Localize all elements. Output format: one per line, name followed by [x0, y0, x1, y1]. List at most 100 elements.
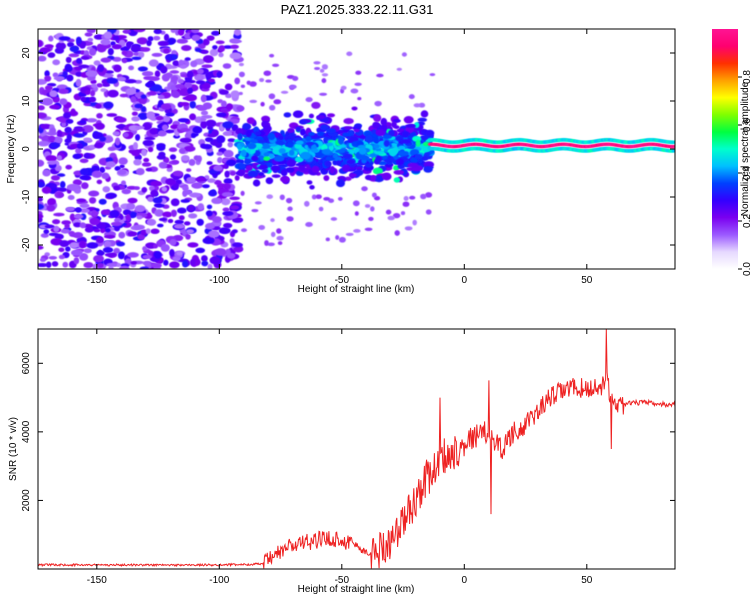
snr-line [37, 328, 676, 569]
heatmap-cell [169, 239, 177, 246]
heatmap-cell [45, 261, 52, 268]
heatmap-cell [261, 115, 271, 122]
heatmap-cell [169, 70, 180, 74]
heatmap-cell [136, 215, 143, 220]
heatmap-cell [286, 139, 293, 144]
heatmap-cell [230, 170, 236, 176]
heatmap-cell [354, 169, 364, 176]
heatmap-cell [58, 247, 65, 253]
y-tick-label: 6000 [21, 352, 32, 375]
heatmap-cell [185, 94, 197, 102]
heatmap-cell [247, 142, 257, 150]
heatmap-cell [308, 131, 315, 136]
heatmap-cell [87, 37, 94, 42]
heatmap-cell [38, 55, 47, 62]
heatmap-cell [69, 45, 80, 53]
heatmap-cell [280, 90, 289, 94]
heatmap-cell [68, 53, 80, 58]
heatmap-cell [208, 230, 220, 238]
heatmap-cell [73, 214, 84, 219]
heatmap-cell [167, 65, 178, 69]
heatmap-cell [207, 133, 217, 138]
heatmap-cell [246, 80, 251, 85]
heatmap-cell [298, 163, 306, 171]
heatmap-cell [134, 186, 140, 191]
heatmap-cell [235, 171, 245, 176]
heatmap-cell [65, 118, 74, 124]
heatmap-cell [44, 70, 50, 78]
heatmap-cell [197, 203, 205, 211]
heatmap-cell [86, 118, 98, 123]
heatmap-cell [404, 226, 413, 231]
heatmap-cell [114, 224, 121, 232]
heatmap-cell [172, 176, 180, 181]
heatmap-cell [368, 216, 374, 221]
heatmap-cell [671, 149, 675, 153]
heatmap-x-ticks: -150 -100 -50 0 50 [87, 29, 593, 286]
heatmap-cell [338, 236, 346, 243]
heatmap-cell [256, 139, 267, 144]
heatmap-cell [130, 260, 138, 265]
snr-y-ticks: 2000 4000 6000 [21, 352, 675, 512]
heatmap-cell [38, 181, 46, 188]
heatmap-cell [44, 224, 55, 229]
heatmap-cell [94, 103, 102, 109]
heatmap-cell [183, 145, 196, 152]
heatmap-cell [167, 218, 174, 224]
heatmap-cell [135, 125, 145, 130]
heatmap-cell [315, 194, 322, 200]
heatmap-cell [51, 261, 59, 267]
heatmap-cell [153, 243, 159, 249]
heatmap-cell [272, 63, 280, 67]
heatmap-cell [401, 52, 407, 57]
heatmap-cell [287, 127, 295, 134]
heatmap-cell [160, 65, 168, 74]
heatmap-cell [189, 100, 197, 109]
heatmap-cell [230, 44, 239, 50]
heatmap-cell [204, 137, 214, 143]
heatmap-cell [188, 158, 196, 166]
heatmap-cell [148, 76, 160, 82]
heatmap-cell [227, 141, 234, 148]
heatmap-cell [38, 203, 45, 210]
heatmap-cell [251, 155, 259, 162]
heatmap-cell [208, 78, 215, 83]
heatmap-cell [261, 168, 269, 174]
heatmap-cell [286, 142, 294, 148]
heatmap-cell [75, 78, 82, 87]
y-tick-label: 0 [21, 146, 32, 152]
y-tick-label: -20 [21, 237, 32, 252]
heatmap-cell [171, 49, 177, 56]
heatmap-cell [287, 206, 293, 212]
heatmap-cell [323, 196, 331, 201]
heatmap-cell [215, 112, 227, 118]
heatmap-cell [380, 117, 388, 126]
heatmap-cell [420, 193, 427, 200]
heatmap-cell [154, 70, 161, 78]
heatmap-cell [240, 190, 245, 196]
heatmap-cell [417, 117, 428, 123]
heatmap-cell [311, 101, 321, 109]
heatmap-cell [239, 159, 245, 165]
heatmap-cell [365, 134, 373, 143]
heatmap-cell [79, 253, 89, 261]
heatmap-cell [425, 129, 435, 137]
heatmap-cell [232, 242, 243, 248]
heatmap-cell [321, 64, 328, 70]
heatmap-cell [112, 44, 122, 49]
heatmap-cell [139, 266, 150, 269]
heatmap-cell [311, 194, 317, 200]
heatmap-cell [75, 36, 82, 45]
heatmap-cell [125, 213, 131, 222]
heatmap-cells [38, 29, 675, 269]
heatmap-cell [133, 159, 142, 166]
heatmap-cell [55, 42, 67, 51]
heatmap-cell [400, 211, 406, 216]
heatmap-x-label: Height of straight line (km) [298, 284, 415, 295]
heatmap-cell [137, 66, 148, 72]
heatmap-cell [308, 113, 315, 119]
heatmap-cell [159, 89, 168, 93]
heatmap-cell [42, 169, 51, 177]
heatmap-cell [150, 228, 160, 235]
heatmap-cell [370, 206, 375, 212]
